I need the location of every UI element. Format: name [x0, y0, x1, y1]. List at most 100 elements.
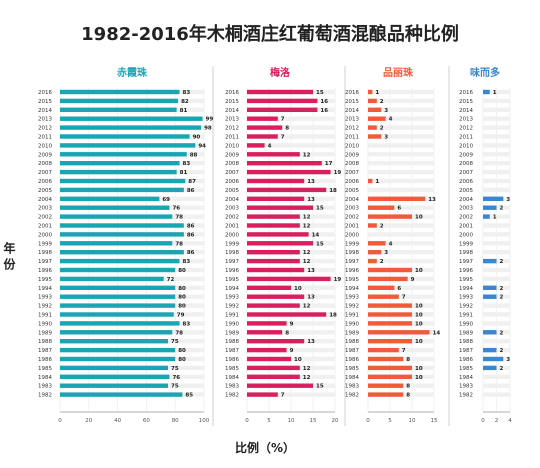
- data-label: 86: [187, 188, 195, 194]
- bar-track: [483, 187, 510, 193]
- year-label: 1991: [225, 313, 239, 319]
- bar: [368, 347, 399, 353]
- bar-track: [368, 143, 434, 148]
- data-label: 81: [180, 170, 188, 176]
- bar-track: [483, 214, 510, 219]
- data-label: 7: [402, 295, 406, 301]
- year-label: 2010: [38, 143, 52, 149]
- bar-track: [483, 339, 510, 344]
- bar: [60, 258, 180, 264]
- bar: [368, 250, 382, 255]
- year-label: 2012: [225, 126, 239, 132]
- year-label: 1983: [38, 384, 52, 390]
- year-label: 1985: [38, 366, 52, 372]
- year-label: 2005: [38, 188, 52, 194]
- bar-track: [368, 98, 434, 104]
- year-label: 1999: [38, 241, 52, 247]
- bar: [483, 214, 490, 219]
- data-label: 83: [183, 259, 191, 265]
- bar: [368, 330, 430, 335]
- year-label: 1994: [459, 286, 473, 292]
- year-label: 2004: [225, 197, 239, 203]
- bar-track: [368, 294, 434, 299]
- bar: [60, 339, 168, 344]
- x-tick-label: 5: [267, 418, 271, 424]
- year-label: 1992: [38, 304, 52, 310]
- year-label: 1986: [225, 357, 239, 363]
- x-tick-label: 10: [409, 418, 416, 424]
- data-label: 75: [171, 366, 179, 372]
- bar-track: [483, 89, 510, 95]
- year-label: 2003: [345, 206, 359, 212]
- data-label: 3: [506, 197, 510, 203]
- year-label: 2013: [225, 117, 239, 123]
- year-label: 2013: [459, 117, 473, 123]
- data-label: 4: [268, 143, 272, 149]
- bar-track: [483, 276, 510, 282]
- year-label: 2000: [225, 232, 239, 238]
- year-label: 2005: [225, 188, 239, 194]
- bar-track: [247, 392, 335, 397]
- bar: [247, 303, 300, 308]
- bar: [60, 205, 170, 210]
- x-tick-label: 40: [114, 418, 121, 424]
- year-label: 1993: [225, 295, 239, 301]
- bar: [60, 232, 184, 237]
- data-label: 80: [178, 357, 186, 363]
- year-label: 1985: [345, 366, 359, 372]
- bar-track: [368, 89, 434, 95]
- year-label: 1982: [459, 393, 473, 399]
- bar-track: [483, 321, 510, 326]
- bar: [368, 312, 412, 317]
- year-label: 1987: [459, 348, 473, 354]
- year-label: 1997: [225, 259, 239, 265]
- data-label: 9: [411, 277, 415, 283]
- bar: [60, 347, 176, 353]
- year-label: 1989: [225, 330, 239, 336]
- year-label: 1989: [345, 330, 359, 336]
- year-label: 1988: [459, 339, 473, 345]
- year-label: 1992: [345, 304, 359, 310]
- bar-track: [483, 383, 510, 388]
- year-label: 1983: [345, 384, 359, 390]
- year-label: 1985: [459, 366, 473, 372]
- year-label: 2013: [345, 117, 359, 123]
- bar: [247, 205, 313, 210]
- bar-track: [368, 161, 434, 166]
- data-label: 14: [312, 232, 320, 238]
- year-label: 1996: [225, 268, 239, 274]
- data-label: 10: [415, 268, 423, 274]
- bar: [247, 321, 287, 326]
- year-label: 2002: [345, 215, 359, 221]
- data-label: 16: [320, 99, 328, 105]
- data-label: 12: [303, 304, 311, 310]
- year-label: 1994: [38, 286, 52, 292]
- bar: [247, 276, 331, 282]
- data-label: 3: [384, 135, 388, 141]
- bar: [60, 250, 184, 255]
- data-label: 82: [181, 99, 189, 105]
- year-label: 2003: [459, 206, 473, 212]
- data-label: 69: [162, 197, 170, 203]
- year-label: 1989: [459, 330, 473, 336]
- data-label: 3: [384, 108, 388, 114]
- data-label: 4: [389, 117, 393, 123]
- year-label: 2014: [225, 108, 239, 114]
- data-label: 4: [389, 241, 393, 247]
- year-label: 2004: [459, 197, 473, 203]
- year-label: 2015: [345, 99, 359, 105]
- bar: [247, 169, 331, 175]
- year-label: 1993: [345, 295, 359, 301]
- data-label: 76: [172, 375, 180, 381]
- bar-track: [368, 285, 434, 290]
- year-label: 1996: [38, 268, 52, 274]
- year-label: 2014: [38, 108, 52, 114]
- bar: [247, 258, 300, 264]
- bar: [60, 98, 179, 104]
- data-label: 83: [183, 161, 191, 167]
- year-label: 1999: [225, 241, 239, 247]
- bar-track: [368, 223, 434, 228]
- data-label: 10: [294, 286, 302, 292]
- year-label: 1995: [225, 277, 239, 283]
